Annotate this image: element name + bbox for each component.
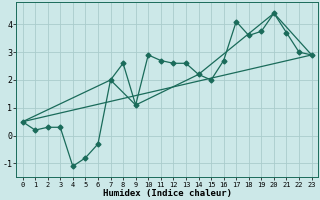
X-axis label: Humidex (Indice chaleur): Humidex (Indice chaleur) [103, 189, 232, 198]
